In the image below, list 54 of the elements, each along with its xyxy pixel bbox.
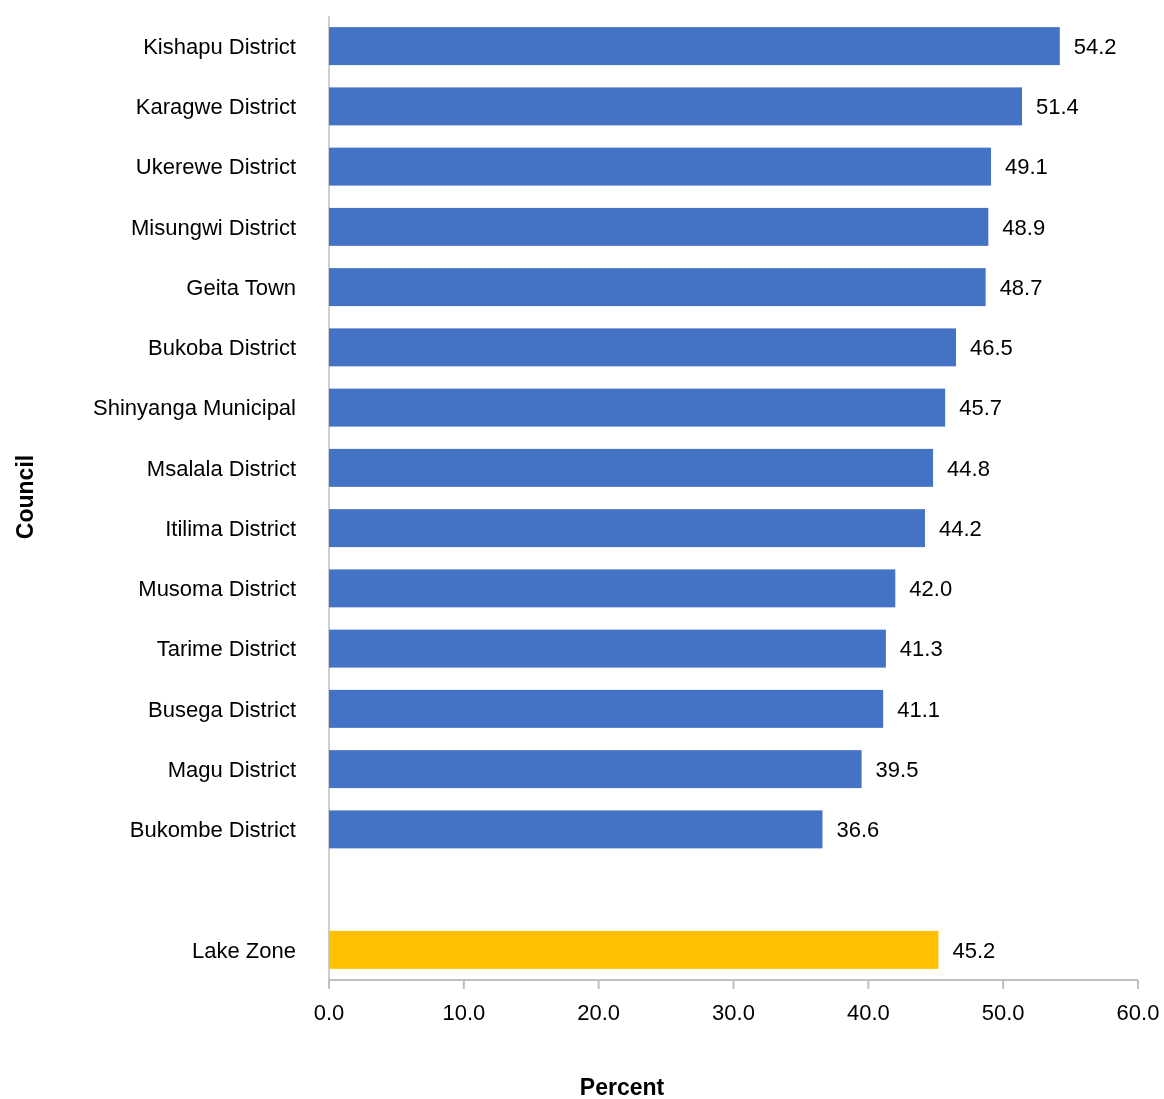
data-label: 44.2 [938,515,982,541]
bar [329,750,862,789]
data-label: 54.2 [1073,33,1117,59]
data-label: 41.1 [897,696,940,722]
bar [329,629,886,668]
data-label: 48.9 [1002,214,1046,240]
data-label: 48.7 [999,274,1043,300]
bar [329,27,1060,66]
y-tick-label: Lake Zone [192,937,296,963]
x-tick-label: 50.0 [981,1000,1025,1025]
data-label: 45.2 [952,937,996,963]
data-label: 44.8 [947,455,990,481]
x-tick-label: 10.0 [442,1000,486,1025]
y-tick-label: Kishapu District [143,33,296,59]
bar [329,448,934,487]
y-tick-label: Msalala District [146,455,296,481]
data-label: 42.0 [909,576,953,602]
bar [329,689,884,728]
bar [329,569,896,608]
y-tick-label: Karagwe District [135,94,296,120]
bar [329,509,925,548]
y-tick-label: Shinyanga Municipal [92,395,296,421]
bar [329,147,992,186]
bar [329,268,986,307]
y-tick-label: Itilima District [165,515,296,541]
x-tick-label: 20.0 [577,1000,621,1025]
data-label: 45.7 [959,395,1003,421]
x-axis-title: Percent [579,1074,665,1099]
bar [329,328,956,367]
x-tick-label: 0.0 [313,1000,345,1025]
y-tick-label: Tarime District [156,636,296,662]
data-label: 41.3 [899,636,943,662]
bar [329,810,823,849]
data-label: 51.4 [1036,94,1079,120]
y-tick-label: Misungwi District [130,214,296,240]
y-tick-label: Geita Town [186,274,296,300]
bar [329,388,946,427]
bar [329,207,989,246]
y-tick-label: Ukerewe District [135,154,296,180]
x-tick-label: 40.0 [846,1000,890,1025]
data-label: 36.6 [836,817,880,843]
y-tick-label: Bukombe District [129,817,296,843]
y-tick-label: Musoma District [138,576,296,602]
y-axis-title: Council [12,454,38,540]
data-label: 39.5 [875,756,919,782]
bar [329,930,939,969]
y-tick-label: Bukoba District [148,335,296,361]
y-tick-label: Magu District [167,756,296,782]
data-label: 49.1 [1005,154,1048,180]
y-tick-label: Busega District [148,696,296,722]
x-tick-label: 30.0 [712,1000,755,1025]
x-tick-label: 60.0 [1116,1000,1160,1025]
data-label: 46.5 [969,335,1013,361]
bar [329,87,1023,126]
